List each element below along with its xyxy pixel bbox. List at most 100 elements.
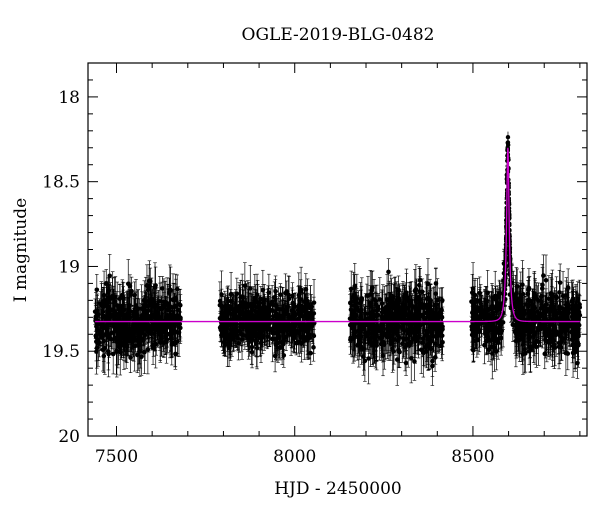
data-point [221,306,227,353]
data-point [178,311,183,344]
data-point [242,262,248,310]
data-point [276,287,281,331]
data-point [273,275,278,307]
data-point [113,276,118,317]
data-point [406,310,412,349]
data-point [118,329,124,356]
data-point [362,340,368,382]
data-point [126,290,131,337]
data-point [247,314,253,342]
x-axis-label: HJD - 2450000 [274,479,402,499]
data-point [433,268,439,320]
data-point [285,291,291,322]
data-point [309,310,315,342]
data-point [100,288,105,319]
data-point [352,263,358,310]
data-point [174,292,180,339]
data-point [161,304,167,358]
data-point [433,292,438,341]
data-point [265,296,271,337]
data-point [267,297,273,325]
data-point [291,293,297,332]
data-point [397,303,403,333]
data-point [128,282,134,307]
data-point [104,310,110,341]
data-point [139,291,145,340]
data-point [281,298,287,330]
data-point [260,269,266,311]
data-point [409,295,414,335]
data-point [356,320,362,368]
plot-frame [87,62,588,437]
data-point [234,277,240,310]
data-point [244,325,250,347]
data-point [142,292,148,319]
data-point [427,300,433,333]
y-tick-label: 19 [58,257,80,277]
y-tick-label: 18.5 [42,173,80,193]
x-tick-labels: 7500 8000 8500 [95,447,495,467]
data-point [156,295,161,335]
data-point [402,323,408,372]
data-point [275,324,281,351]
data-point [373,322,378,369]
data-point [296,285,302,325]
data-point [97,301,103,346]
data-point [359,302,364,355]
data-point [348,325,353,355]
data-point [394,333,400,386]
data-point [228,271,234,317]
data-point [305,278,310,324]
data-point [431,287,436,338]
data-point [294,331,299,356]
data-point [407,331,413,359]
data-point [348,270,354,308]
data-point [388,306,393,344]
data-point [412,342,417,381]
data-point [95,312,100,348]
data-point [430,346,435,386]
data-point [378,330,384,358]
data-point [415,298,421,351]
data-point [415,303,420,335]
data-point [369,316,374,359]
data-point [106,296,112,328]
data-point [374,284,380,337]
data-point [172,320,178,368]
data-point [142,330,147,374]
data-point [349,291,355,337]
data-point [176,289,182,320]
data-point [298,286,303,313]
data-point [128,342,133,373]
axis-ticks [88,63,587,437]
data-point [394,284,400,324]
data-point [421,291,426,319]
data-point [255,293,261,331]
data-point [268,319,273,341]
data-point [168,325,174,352]
data-point [273,329,279,360]
data-point [137,298,142,339]
data-point [121,300,127,351]
data-point [150,305,155,347]
data-point [146,285,152,316]
x-tick-label: 8500 [451,447,494,467]
data-point [121,282,126,314]
data-point [157,302,163,351]
data-point [404,273,409,324]
y-tick-label: 19.5 [42,342,80,362]
data-point [259,308,265,347]
data-point [308,341,314,365]
data-point [362,306,368,345]
data-point [301,289,307,314]
y-tick-label: 18 [58,88,80,108]
y-tick-label: 20 [58,427,80,447]
data-point [132,293,138,342]
data-point [306,312,311,359]
data-point [388,283,394,314]
y-axis-label: I magnitude [11,198,31,302]
data-point [424,274,430,324]
data-point [311,296,317,330]
x-tick-label: 8000 [273,447,316,467]
